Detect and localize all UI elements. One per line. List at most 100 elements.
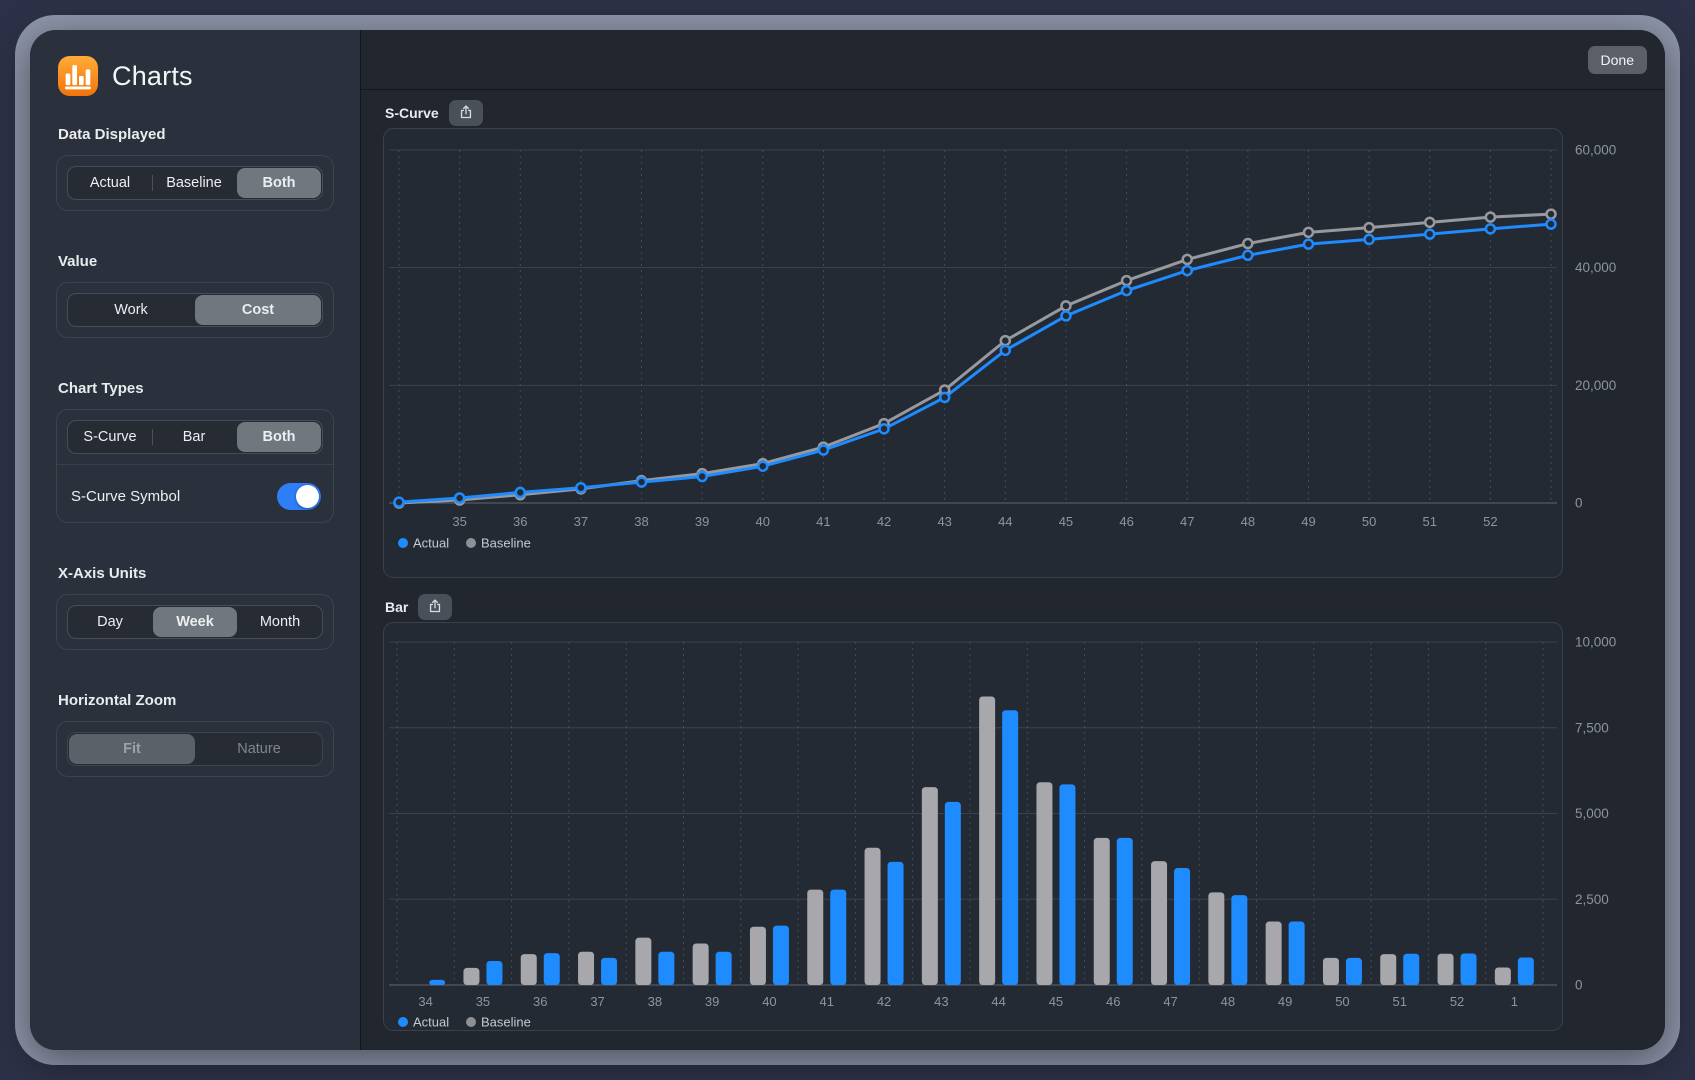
value-segmented: Work Cost: [67, 293, 323, 327]
svg-text:37: 37: [590, 994, 604, 1009]
section-x-axis-units: X-Axis Units Day Week Month: [56, 565, 334, 650]
box-divider: [57, 464, 333, 465]
segment-month[interactable]: Month: [259, 614, 301, 630]
scurve-section-header: S-Curve: [385, 98, 1649, 128]
main-area: Done S-Curve 35 36 37 38 39 40 41 42 43 44 45 46 47 4…: [361, 30, 1665, 1050]
sidebar: Charts Data Displayed Actual Baseline Bo…: [30, 30, 361, 1050]
svg-text:45: 45: [1059, 514, 1073, 529]
svg-text:40: 40: [756, 514, 770, 529]
segment-fit: Fit: [69, 734, 195, 764]
bar-section-title: Bar: [385, 599, 409, 615]
segment-nature: Nature: [237, 741, 281, 757]
horizontal-zoom-box: Fit Nature: [56, 721, 334, 777]
svg-text:43: 43: [937, 514, 951, 529]
value-box: Work Cost: [56, 282, 334, 338]
share-icon: [458, 104, 474, 123]
section-chart-types: Chart Types S-Curve Bar Both S-Curve Sym…: [56, 380, 334, 523]
svg-text:46: 46: [1106, 994, 1120, 1009]
svg-text:0: 0: [1575, 496, 1583, 511]
segment-day[interactable]: Day: [97, 614, 123, 630]
svg-text:45: 45: [1049, 994, 1063, 1009]
segment-work[interactable]: Work: [114, 302, 148, 318]
section-horizontal-zoom: Horizontal Zoom Fit Nature: [56, 692, 334, 777]
content: S-Curve 35 36 37 38 39 40 41 42 43 44 45 46 47 48 49 50…: [361, 90, 1665, 1050]
horizontal-zoom-segmented: Fit Nature: [67, 732, 323, 766]
x-axis-units-box: Day Week Month: [56, 594, 334, 650]
horizontal-zoom-label: Horizontal Zoom: [58, 692, 177, 709]
scurve-share-button[interactable]: [448, 100, 483, 126]
svg-text:7,500: 7,500: [1575, 720, 1609, 735]
svg-text:10,000: 10,000: [1575, 635, 1616, 650]
svg-text:35: 35: [452, 514, 466, 529]
svg-text:52: 52: [1450, 994, 1464, 1009]
svg-text:50: 50: [1362, 514, 1376, 529]
data-displayed-box: Actual Baseline Both: [56, 155, 334, 211]
segment-bar[interactable]: Bar: [152, 421, 236, 453]
segment-both-types[interactable]: Both: [237, 422, 321, 452]
svg-text:51: 51: [1393, 994, 1407, 1009]
toggle-knob: [296, 485, 319, 508]
section-data-displayed: Data Displayed Actual Baseline Both: [56, 126, 334, 211]
scurve-symbol-label: S-Curve Symbol: [71, 488, 181, 505]
svg-text:44: 44: [998, 514, 1012, 529]
svg-text:1: 1: [1511, 994, 1518, 1009]
charts-app-icon: [58, 56, 98, 96]
sidebar-header: Charts: [58, 56, 334, 96]
scurve-section-title: S-Curve: [385, 105, 439, 121]
x-axis-units-segmented: Day Week Month: [67, 605, 323, 639]
section-value: Value Work Cost: [56, 253, 334, 338]
svg-text:39: 39: [705, 994, 719, 1009]
svg-text:38: 38: [634, 514, 648, 529]
scurve-chart: 35 36 37 38 39 40 41 42 43 44 45 46 47 48 49 50 51 52 0 20,…: [383, 128, 1649, 578]
svg-text:38: 38: [648, 994, 662, 1009]
svg-text:Baseline: Baseline: [481, 536, 531, 551]
charts-window: Charts Data Displayed Actual Baseline Bo…: [30, 30, 1665, 1050]
data-displayed-label: Data Displayed: [58, 126, 166, 143]
svg-text:49: 49: [1301, 514, 1315, 529]
svg-text:49: 49: [1278, 994, 1292, 1009]
svg-text:60,000: 60,000: [1575, 143, 1616, 158]
svg-text:40: 40: [762, 994, 776, 1009]
svg-text:51: 51: [1423, 514, 1437, 529]
value-label: Value: [58, 253, 98, 270]
svg-text:36: 36: [513, 514, 527, 529]
chart-types-segmented: S-Curve Bar Both: [67, 420, 323, 454]
segment-actual[interactable]: Actual: [89, 175, 131, 191]
svg-text:48: 48: [1241, 514, 1255, 529]
svg-text:46: 46: [1119, 514, 1133, 529]
svg-text:5,000: 5,000: [1575, 806, 1609, 821]
svg-text:36: 36: [533, 994, 547, 1009]
svg-text:2,500: 2,500: [1575, 892, 1609, 907]
svg-text:44: 44: [991, 994, 1005, 1009]
bar-share-button[interactable]: [418, 594, 453, 620]
share-icon: [427, 598, 443, 617]
scurve-symbol-toggle[interactable]: [277, 483, 321, 510]
bar-chart: 34 35 36 37 38 39 40 41 42 43 44 45 46 47 48 49 50 51 52 1 0…: [383, 622, 1649, 1031]
svg-text:37: 37: [574, 514, 588, 529]
segment-week[interactable]: Week: [153, 607, 237, 637]
segment-s-curve[interactable]: S-Curve: [83, 429, 137, 445]
topbar: Done: [361, 30, 1665, 90]
scurve-symbol-row: S-Curve Symbol: [67, 475, 323, 512]
done-button[interactable]: Done: [1587, 45, 1647, 74]
segment-both[interactable]: Both: [237, 168, 321, 198]
svg-text:47: 47: [1163, 994, 1177, 1009]
svg-text:42: 42: [877, 994, 891, 1009]
x-axis-units-label: X-Axis Units: [58, 565, 147, 582]
chart-types-box: S-Curve Bar Both S-Curve Symbol: [56, 409, 334, 523]
svg-text:52: 52: [1483, 514, 1497, 529]
segment-cost[interactable]: Cost: [195, 295, 321, 325]
svg-text:47: 47: [1180, 514, 1194, 529]
svg-text:Actual: Actual: [413, 536, 449, 551]
svg-text:39: 39: [695, 514, 709, 529]
chart-types-label: Chart Types: [58, 380, 144, 397]
svg-text:43: 43: [934, 994, 948, 1009]
data-displayed-segmented: Actual Baseline Both: [67, 166, 323, 200]
svg-text:50: 50: [1335, 994, 1349, 1009]
segment-baseline[interactable]: Baseline: [152, 167, 236, 199]
svg-text:41: 41: [816, 514, 830, 529]
svg-text:40,000: 40,000: [1575, 260, 1616, 275]
svg-text:42: 42: [877, 514, 891, 529]
svg-text:48: 48: [1221, 994, 1235, 1009]
